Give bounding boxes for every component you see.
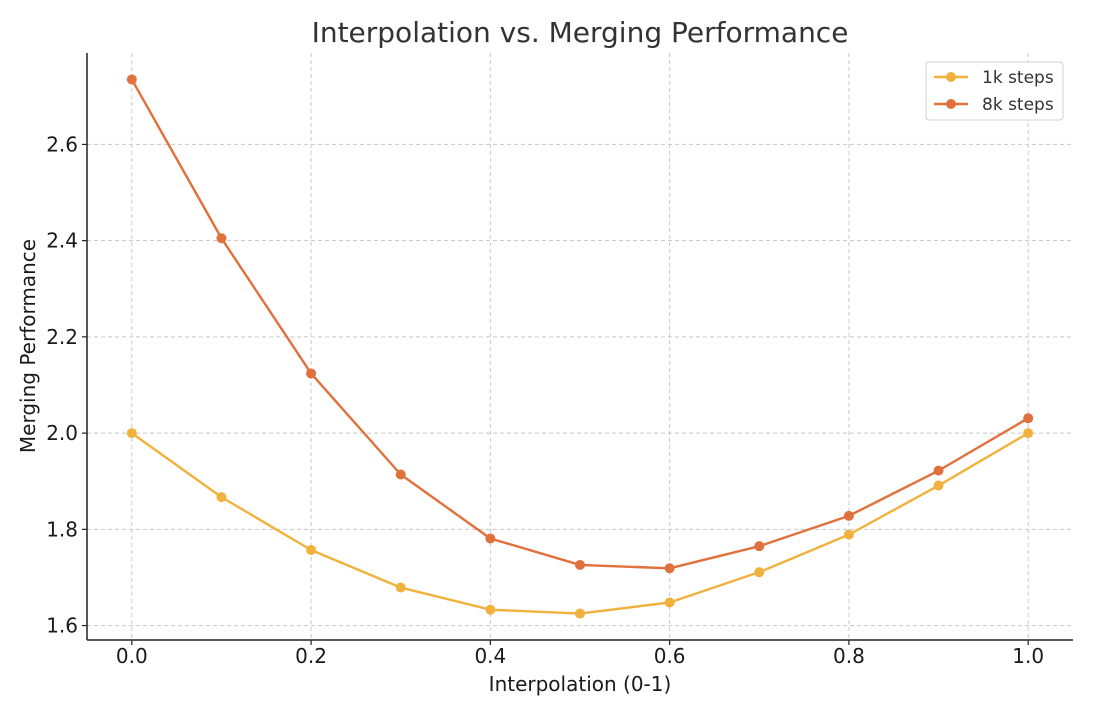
data-point [485,533,496,544]
x-tick-label: 0.0 [116,644,148,668]
x-tick-label: 0.8 [833,644,865,668]
data-point [664,563,675,574]
data-point [306,368,317,379]
legend-swatch-marker [946,72,956,82]
x-axis-label: Interpolation (0-1) [489,672,672,696]
data-point [754,567,765,578]
data-point [843,529,854,540]
x-tick-label: 0.2 [295,644,327,668]
grid [87,53,1073,640]
data-point [395,469,406,480]
data-point [216,492,227,503]
series-line [131,432,1029,615]
legend-label: 8k steps [982,95,1054,115]
x-tick-label: 1.0 [1012,644,1044,668]
legend-entry: 1k steps [934,68,1054,88]
x-axis-ticks: 0.0 0.2 0.4 0.6 0.8 1.0 [116,640,1044,668]
data-point [1023,413,1034,424]
y-tick-label: 2.4 [46,229,78,253]
data-point [933,465,944,476]
legend-entry: 8k steps [934,95,1054,115]
legend-swatch-marker [946,99,956,109]
series-line [130,78,1029,570]
data-point [843,510,854,521]
y-tick-label: 2.6 [46,132,78,156]
legend: 1k steps 8k steps [925,61,1064,121]
y-axis-ticks: 1.6 1.8 2.0 2.2 2.4 2.6 [46,132,87,638]
x-tick-label: 0.6 [654,644,686,668]
data-point [575,608,585,619]
data-point [306,545,317,556]
series-1 [126,428,1034,619]
y-axis-label: Merging Performance [16,239,40,453]
data-point [126,428,137,439]
data-point [933,480,944,491]
legend-label: 1k steps [982,68,1054,88]
data-point [1023,428,1034,439]
data-point [754,541,765,552]
series-2 [126,74,1034,574]
data-point [485,604,496,615]
data-point [575,559,585,570]
y-tick-label: 2.2 [46,325,78,349]
data-point [664,597,675,608]
data-point [216,233,227,244]
y-tick-label: 2.0 [46,421,78,445]
series-layer [126,74,1034,619]
y-tick-label: 1.8 [46,517,78,541]
y-tick-label: 1.6 [46,614,78,638]
data-point [126,74,137,85]
x-tick-label: 0.4 [474,644,506,668]
chart-title: Interpolation vs. Merging Performance [312,16,849,49]
data-point [395,582,406,593]
